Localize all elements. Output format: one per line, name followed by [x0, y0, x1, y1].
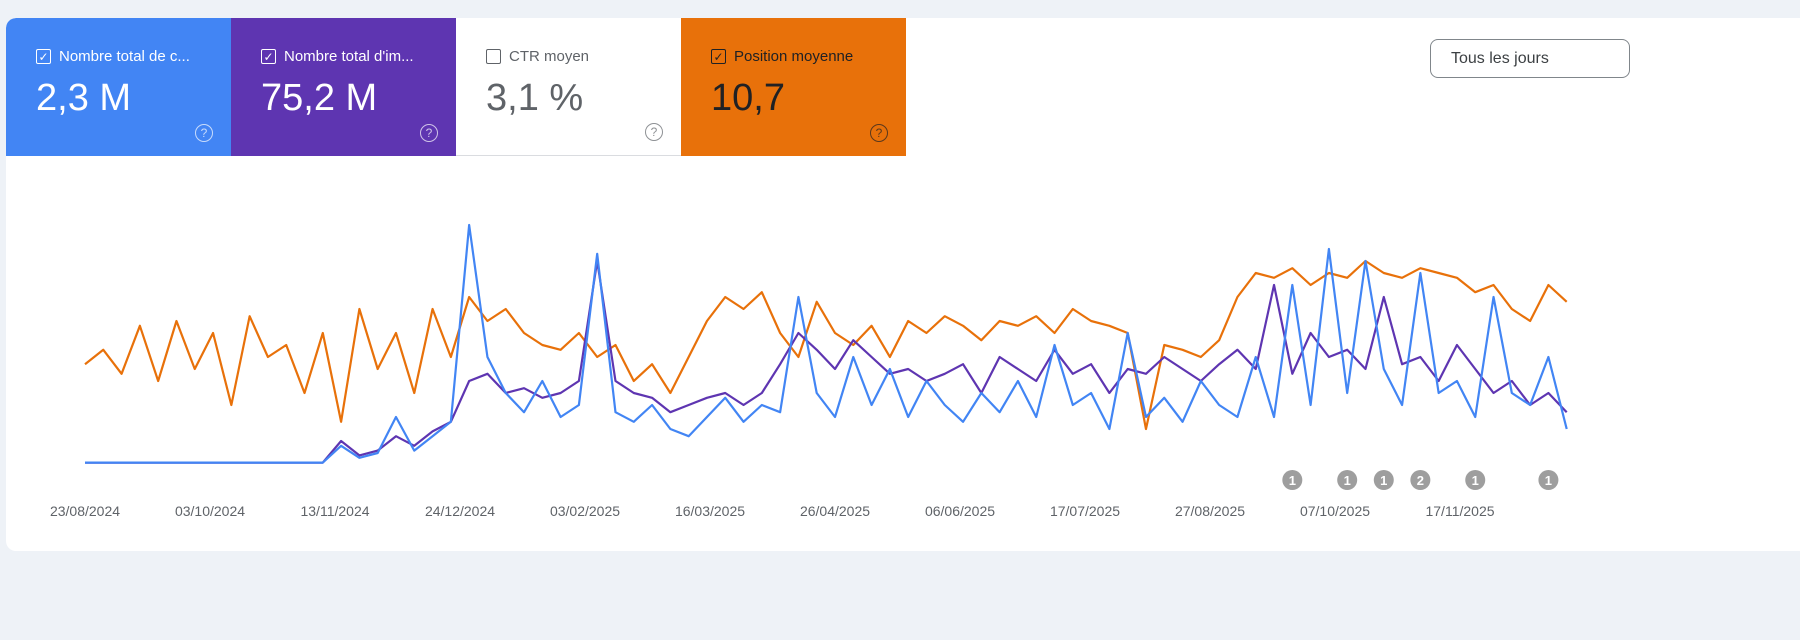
svg-text:1: 1 — [1289, 473, 1296, 488]
line-chart: 1 1 1 2 1 1 — [84, 223, 1568, 490]
x-tick-label: 03/02/2025 — [549, 503, 621, 519]
x-tick-label: 16/03/2025 — [674, 503, 746, 519]
granularity-button[interactable]: Tous les jours — [1430, 39, 1630, 78]
svg-text:1: 1 — [1472, 473, 1479, 488]
x-tick-label: 03/10/2024 — [174, 503, 246, 519]
svg-text:1: 1 — [1380, 473, 1387, 488]
svg-text:1: 1 — [1545, 473, 1552, 488]
metric-label: Position moyenne — [734, 48, 854, 65]
help-icon[interactable]: ? — [420, 124, 438, 142]
annotation-marker[interactable]: 1 — [1282, 470, 1303, 490]
x-tick-label: 17/11/2025 — [1425, 503, 1495, 519]
metric-value: 10,7 — [711, 77, 785, 119]
annotation-marker[interactable]: 2 — [1410, 470, 1431, 490]
metric-clicks-tile[interactable]: ✓ Nombre total de c... 2,3 M ? — [6, 18, 231, 156]
metric-label: Nombre total de c... — [59, 48, 190, 65]
checkbox-checked-icon[interactable]: ✓ — [711, 49, 726, 64]
metric-value: 3,1 % — [486, 77, 584, 119]
annotation-marker[interactable]: 1 — [1465, 470, 1486, 490]
x-tick-label: 23/08/2024 — [49, 503, 121, 519]
annotation-marker[interactable]: 1 — [1538, 470, 1559, 490]
metric-label: Nombre total d'im... — [284, 48, 414, 65]
svg-text:2: 2 — [1417, 473, 1424, 488]
series-line-1 — [85, 259, 1568, 464]
series-line-0 — [84, 259, 1568, 431]
metric-value: 75,2 M — [261, 77, 378, 119]
help-icon[interactable]: ? — [870, 124, 888, 142]
x-tick-label: 07/10/2025 — [1299, 503, 1371, 519]
checkbox-checked-icon[interactable]: ✓ — [261, 49, 276, 64]
x-tick-label: 13/11/2024 — [300, 503, 370, 519]
annotation-marker[interactable]: 1 — [1337, 470, 1358, 490]
svg-text:1: 1 — [1344, 473, 1351, 488]
series-line-2 — [85, 223, 1568, 464]
help-icon[interactable]: ? — [645, 123, 663, 141]
performance-card: ✓ Nombre total de c... 2,3 M ? ✓ Nombre to… — [6, 18, 1800, 551]
metric-label: CTR moyen — [509, 48, 590, 65]
x-tick-label: 06/06/2025 — [924, 503, 996, 519]
checkbox-unchecked-icon[interactable] — [486, 49, 501, 64]
x-tick-label: 17/07/2025 — [1049, 503, 1121, 519]
x-tick-label: 26/04/2025 — [799, 503, 871, 519]
metric-ctr-tile[interactable]: CTR moyen 3,1 % ? — [456, 18, 681, 156]
checkbox-checked-icon[interactable]: ✓ — [36, 49, 51, 64]
x-tick-label: 27/08/2025 — [1174, 503, 1246, 519]
metric-impressions-tile[interactable]: ✓ Nombre total d'im... 75,2 M ? — [231, 18, 456, 156]
x-tick-label: 24/12/2024 — [424, 503, 496, 519]
metric-position-tile[interactable]: ✓ Position moyenne 10,7 ? — [681, 18, 906, 156]
help-icon[interactable]: ? — [195, 124, 213, 142]
annotation-marker[interactable]: 1 — [1373, 470, 1394, 490]
metric-value: 2,3 M — [36, 77, 132, 119]
